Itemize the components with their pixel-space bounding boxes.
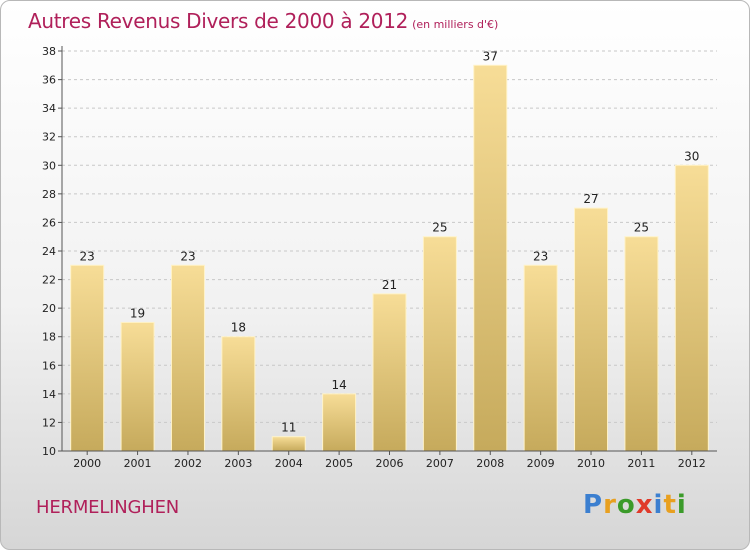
x-tick-label: 2001 [124, 457, 152, 470]
axes [58, 46, 717, 455]
x-tick-label: 2012 [678, 457, 706, 470]
y-tick-label: 10 [42, 445, 56, 458]
y-tick-label: 24 [42, 245, 56, 258]
value-label: 18 [231, 321, 246, 335]
proxiti-logo: Proxiti [583, 490, 687, 520]
x-tick-label: 2002 [174, 457, 202, 470]
y-tick-label: 26 [42, 216, 56, 229]
bar-2008 [473, 64, 508, 452]
chart-subtitle: (en milliers d'€) [412, 18, 499, 31]
value-label: 23 [180, 249, 195, 263]
x-tick-label: 2010 [577, 457, 605, 470]
x-tick-label: 2003 [224, 457, 252, 470]
y-tick-label: 34 [42, 102, 56, 115]
bar-2004 [271, 436, 306, 452]
y-tick-label: 28 [42, 188, 56, 201]
value-label: 25 [634, 221, 649, 235]
x-tick-label: 2005 [325, 457, 353, 470]
bar-2006 [372, 293, 407, 452]
bar-2002 [170, 264, 205, 452]
bar-2003 [221, 336, 256, 452]
x-tick-label: 2004 [275, 457, 303, 470]
bar-2010 [574, 207, 609, 452]
chart-title: Autres Revenus Divers de 2000 à 2012 (en … [28, 9, 499, 33]
x-tick-label: 2011 [627, 457, 655, 470]
y-tick-label: 36 [42, 74, 56, 87]
logo-letter: i [653, 490, 664, 520]
bar-2009 [523, 264, 558, 452]
logo-letter: r [603, 490, 617, 520]
value-label: 21 [382, 278, 397, 292]
logo-letter: x [635, 490, 654, 520]
x-tick-label: 2000 [73, 457, 101, 470]
y-tick-label: 16 [42, 359, 56, 372]
value-label: 23 [533, 249, 548, 263]
y-tick-label: 38 [42, 45, 56, 58]
value-label: 37 [483, 49, 498, 63]
commune-name: HERMELINGHEN [36, 497, 180, 518]
labels: 10 12 14 16 18 20 22 24 26 28 30 32 34 36 38 23 2000 19 20… [42, 45, 706, 470]
x-tick-label: 2008 [476, 457, 504, 470]
bar-2001 [120, 321, 155, 452]
bar-2007 [422, 236, 457, 452]
bar-2011 [624, 236, 659, 452]
logo-letter: P [583, 490, 604, 520]
value-label: 23 [80, 249, 95, 263]
logo-letter: t [663, 490, 677, 520]
y-tick-label: 18 [42, 331, 56, 344]
value-label: 11 [281, 421, 296, 435]
value-label: 27 [583, 192, 598, 206]
y-tick-label: 32 [42, 131, 56, 144]
y-tick-label: 30 [42, 159, 56, 172]
logo-letter: i [676, 490, 687, 520]
y-tick-label: 22 [42, 274, 56, 287]
bar-2012 [674, 164, 709, 452]
bars [70, 64, 709, 452]
y-tick-label: 12 [42, 416, 56, 429]
x-tick-label: 2007 [426, 457, 454, 470]
y-tick-label: 14 [42, 388, 56, 401]
value-label: 25 [432, 221, 447, 235]
value-label: 19 [130, 306, 145, 320]
value-label: 30 [684, 149, 699, 163]
x-tick-label: 2009 [527, 457, 555, 470]
y-tick-label: 20 [42, 302, 56, 315]
bar-2005 [322, 393, 357, 452]
value-label: 14 [331, 378, 346, 392]
logo-letter: o [616, 490, 636, 520]
x-tick-label: 2006 [376, 457, 404, 470]
bar-2000 [70, 264, 105, 452]
